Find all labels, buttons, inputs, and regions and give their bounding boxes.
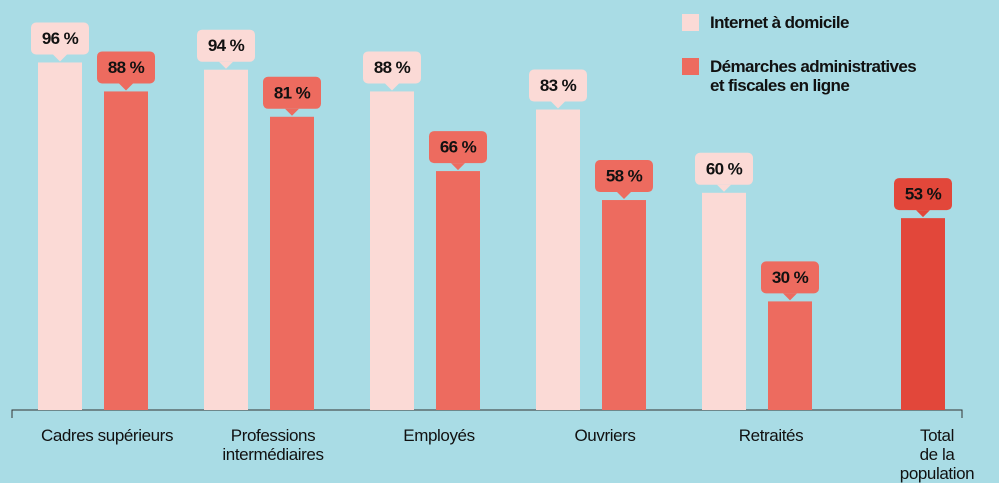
value-label: 96 % [42, 29, 79, 48]
bar [901, 218, 945, 410]
value-label-box [529, 69, 587, 102]
value-label-box [761, 261, 819, 294]
value-label-box [31, 22, 89, 55]
bar [104, 91, 148, 410]
x-tick-label: Employés [403, 426, 475, 445]
legend-swatch [682, 58, 699, 75]
x-axis [11, 409, 963, 418]
value-label: 58 % [606, 167, 643, 186]
value-label-pointer [617, 192, 631, 200]
value-label-box [429, 131, 487, 164]
value-label: 83 % [540, 76, 577, 95]
legend-swatch [682, 14, 699, 31]
x-tick-label: Professions intermédiaires [222, 426, 324, 464]
value-label-pointer [551, 101, 565, 109]
chart: 96 % 88 % 94 % 81 % 88 % 66 % 83 % 58 % 60 % 30 %… [11, 13, 975, 483]
x-tick-label: Ouvriers [574, 426, 636, 445]
x-tick-label: Cadres supérieurs [40, 426, 174, 445]
bar [602, 200, 646, 410]
value-label-pointer [783, 293, 797, 301]
legend-label: Internet à domicile [710, 13, 849, 32]
bar [204, 69, 248, 410]
value-label-box [894, 178, 952, 211]
value-label-pointer [717, 184, 731, 192]
value-label-pointer [285, 108, 299, 116]
value-label-pointer [219, 61, 233, 69]
value-label: 88 % [374, 58, 411, 77]
value-label-box [595, 160, 653, 193]
chart-canvas: 96 % 88 % 94 % 81 % 88 % 66 % 83 % 58 % 60 % 30 %… [11, 22, 963, 418]
x-tick-label: Total de la population [899, 426, 975, 483]
value-label-pointer [119, 83, 133, 91]
value-label-box [263, 76, 321, 109]
legend-label: Démarches administratives et fiscales en… [710, 57, 917, 95]
bar [768, 301, 812, 410]
value-label: 60 % [706, 159, 743, 178]
bar [370, 91, 414, 410]
value-label-pointer [385, 83, 399, 91]
value-label-box [197, 29, 255, 62]
bar [702, 192, 746, 410]
bar [270, 116, 314, 410]
value-label-pointer [916, 210, 930, 218]
value-label: 81 % [274, 83, 311, 102]
value-label-box [97, 51, 155, 84]
value-label-pointer [53, 54, 67, 62]
value-label: 53 % [905, 185, 942, 204]
bar [38, 62, 82, 410]
value-label-box [363, 51, 421, 84]
value-label-box [695, 152, 753, 185]
value-label: 88 % [108, 58, 145, 77]
value-label-pointer [451, 163, 465, 171]
value-label: 94 % [208, 36, 245, 55]
bar [436, 171, 480, 410]
value-label: 66 % [440, 138, 477, 157]
value-label: 30 % [772, 268, 809, 287]
bar [536, 109, 580, 410]
x-tick-label: Retraités [738, 426, 804, 445]
